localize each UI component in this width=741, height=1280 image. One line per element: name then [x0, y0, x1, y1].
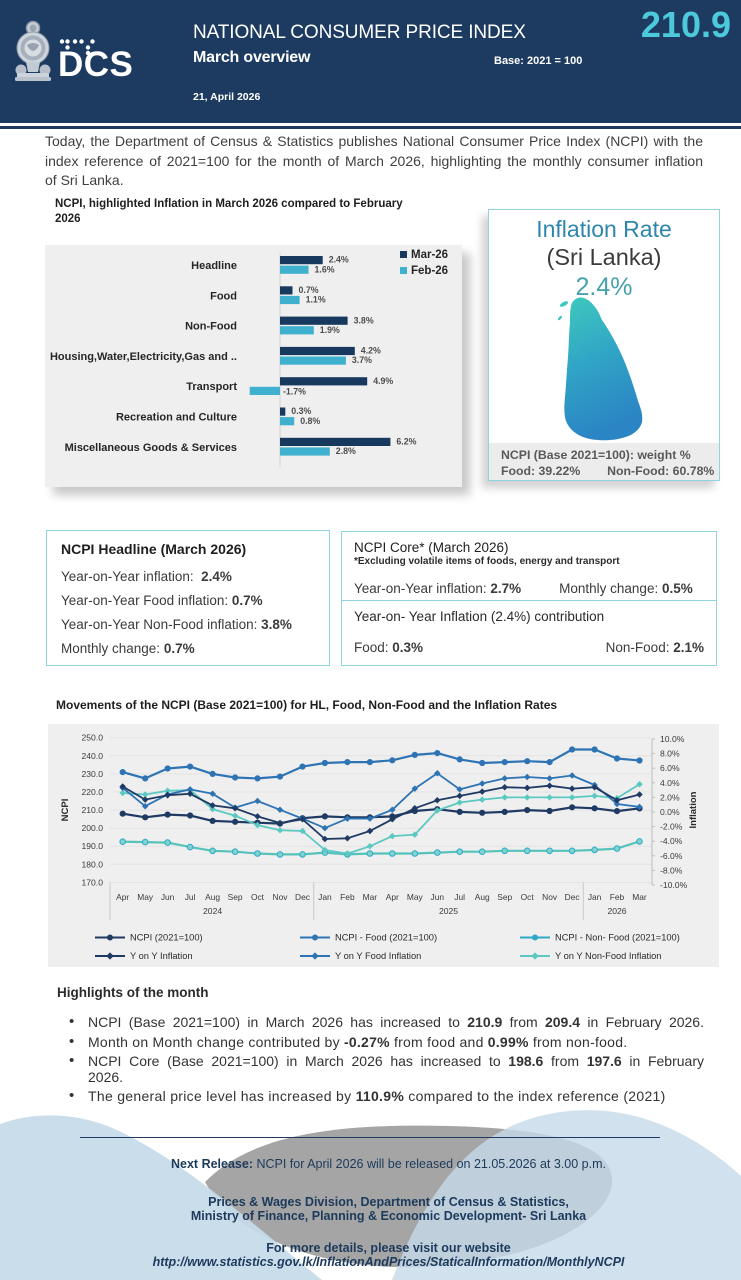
svg-text:Oct: Oct: [521, 892, 535, 902]
svg-text:-8.0%: -8.0%: [660, 865, 683, 875]
svg-text:Nov: Nov: [273, 892, 289, 902]
svg-text:Headline: Headline: [191, 260, 237, 272]
svg-text:2026: 2026: [607, 906, 626, 916]
svg-text:170.0: 170.0: [81, 877, 103, 887]
svg-text:2.4%: 2.4%: [329, 255, 349, 265]
svg-text:220.0: 220.0: [81, 787, 103, 797]
svg-text:Aug: Aug: [475, 892, 490, 902]
svg-text:Inflation: Inflation: [688, 791, 699, 828]
svg-text:6.0%: 6.0%: [660, 763, 680, 773]
svg-text:230.0: 230.0: [81, 769, 103, 779]
svg-text:2.0%: 2.0%: [660, 792, 680, 802]
svg-text:4.0%: 4.0%: [660, 778, 680, 788]
svg-text:NCPI: NCPI: [60, 799, 71, 822]
svg-text:Transport: Transport: [186, 381, 237, 393]
svg-text:2025: 2025: [439, 906, 458, 916]
svg-text:Jun: Jun: [431, 892, 445, 902]
svg-text:Sep: Sep: [228, 892, 243, 902]
svg-text:Y on Y Non-Food Inflation: Y on Y Non-Food Inflation: [555, 951, 661, 961]
svg-text:Jan: Jan: [318, 892, 332, 902]
svg-text:NCPI - Non- Food (2021=100): NCPI - Non- Food (2021=100): [555, 933, 680, 943]
svg-text:Y on Y Food Inflation: Y on Y Food Inflation: [335, 951, 421, 961]
svg-text:Y on Y Inflation: Y on Y Inflation: [130, 951, 193, 961]
svg-text:2024: 2024: [203, 906, 222, 916]
svg-text:Mar: Mar: [363, 892, 378, 902]
svg-text:190.0: 190.0: [81, 841, 103, 851]
svg-text:8.0%: 8.0%: [660, 749, 680, 759]
svg-text:Non-Food: Non-Food: [185, 321, 237, 333]
svg-text:Food: Food: [210, 290, 237, 302]
svg-text:Dec: Dec: [565, 892, 580, 902]
svg-text:Nov: Nov: [542, 892, 558, 902]
svg-text:Housing,Water,Electricity,Gas: Housing,Water,Electricity,Gas and ..: [50, 351, 237, 363]
svg-text:250.0: 250.0: [81, 733, 103, 743]
svg-text:1.6%: 1.6%: [315, 264, 335, 274]
svg-text:Feb-26: Feb-26: [411, 265, 448, 277]
svg-text:10.0%: 10.0%: [660, 734, 685, 744]
svg-text:Jul: Jul: [185, 892, 196, 902]
svg-text:Dec: Dec: [295, 892, 310, 902]
svg-text:Miscellaneous Goods & Services: Miscellaneous Goods & Services: [65, 442, 237, 454]
svg-text:0.7%: 0.7%: [299, 285, 319, 295]
svg-text:May: May: [137, 892, 154, 902]
svg-text:Mar: Mar: [632, 892, 647, 902]
svg-text:0.8%: 0.8%: [300, 416, 320, 426]
svg-text:4.2%: 4.2%: [361, 346, 381, 356]
svg-text:Oct: Oct: [251, 892, 265, 902]
svg-text:3.7%: 3.7%: [352, 355, 372, 365]
svg-text:Recreation and Culture: Recreation and Culture: [116, 412, 237, 424]
svg-text:4.9%: 4.9%: [373, 376, 393, 386]
svg-text:Apr: Apr: [116, 892, 129, 902]
svg-text:240.0: 240.0: [81, 751, 103, 761]
svg-text:6.2%: 6.2%: [396, 437, 416, 447]
svg-text:180.0: 180.0: [81, 859, 103, 869]
svg-text:Jul: Jul: [454, 892, 465, 902]
svg-text:1.9%: 1.9%: [320, 325, 340, 335]
svg-text:Feb: Feb: [340, 892, 355, 902]
svg-text:3.8%: 3.8%: [354, 315, 374, 325]
svg-text:Feb: Feb: [610, 892, 625, 902]
svg-text:Apr: Apr: [386, 892, 399, 902]
svg-text:0.0%: 0.0%: [660, 807, 680, 817]
svg-text:Jun: Jun: [161, 892, 175, 902]
svg-text:-4.0%: -4.0%: [660, 836, 683, 846]
svg-text:Jan: Jan: [588, 892, 602, 902]
svg-text:Mar-26: Mar-26: [411, 249, 448, 261]
svg-text:Aug: Aug: [205, 892, 220, 902]
svg-text:-6.0%: -6.0%: [660, 851, 683, 861]
svg-text:NCPI - Food (2021=100): NCPI - Food (2021=100): [335, 933, 437, 943]
svg-text:210.0: 210.0: [81, 805, 103, 815]
svg-text:-10.0%: -10.0%: [660, 880, 688, 890]
svg-text:0.3%: 0.3%: [291, 406, 311, 416]
svg-text:1.1%: 1.1%: [306, 295, 326, 305]
svg-text:NCPI (2021=100): NCPI (2021=100): [130, 933, 203, 943]
svg-text:2.8%: 2.8%: [336, 446, 356, 456]
svg-text:-2.0%: -2.0%: [660, 822, 683, 832]
svg-text:Sep: Sep: [497, 892, 512, 902]
svg-text:200.0: 200.0: [81, 823, 103, 833]
svg-text:-1.7%: -1.7%: [283, 387, 306, 397]
svg-text:May: May: [407, 892, 424, 902]
